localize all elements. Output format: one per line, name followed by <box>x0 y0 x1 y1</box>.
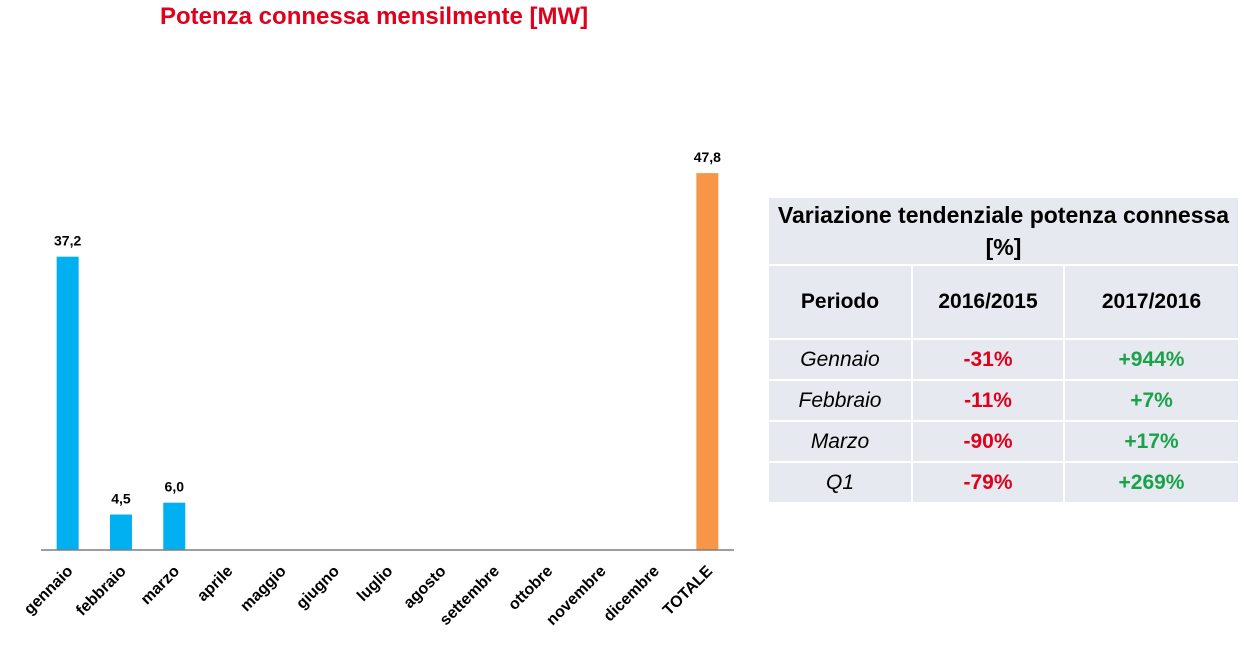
x-tick-agosto: agosto <box>401 563 450 612</box>
period-cell: Gennaio <box>767 338 913 381</box>
x-tick-gennaio: gennaio <box>21 563 77 619</box>
table-row: Marzo -90% +17% <box>767 420 1240 463</box>
bar-marzo <box>163 502 186 550</box>
bar-febbraio <box>109 514 132 550</box>
table-row: Q1 -79% +269% <box>767 461 1240 504</box>
period-cell: Febbraio <box>767 379 913 422</box>
chart-title: Potenza connessa mensilmente [MW] <box>160 3 589 30</box>
table-row: Febbraio -11% +7% <box>767 379 1240 422</box>
header-periodo: Periodo <box>767 264 913 340</box>
table-title: Variazione tendenziale potenza connessa … <box>767 196 1240 266</box>
x-tick-febbraio: febbraio <box>73 563 130 620</box>
table-row: Gennaio -31% +944% <box>767 338 1240 381</box>
value-2017-cell: +17% <box>1063 420 1240 463</box>
data-label-febbraio: 4,5 <box>111 491 131 507</box>
data-label-marzo: 6,0 <box>165 479 185 495</box>
x-tick-aprile: aprile <box>194 563 236 605</box>
header-2016-2015: 2016/2015 <box>911 264 1065 340</box>
x-tick-dicembre: dicembre <box>601 563 663 625</box>
x-tick-marzo: marzo <box>138 563 184 609</box>
variation-table: Variazione tendenziale potenza connessa … <box>767 196 1240 504</box>
value-2016-cell: -11% <box>911 379 1065 422</box>
value-2016-cell: -79% <box>911 461 1065 504</box>
period-cell: Q1 <box>767 461 913 504</box>
value-2016-cell: -31% <box>911 338 1065 381</box>
header-2017-2016: 2017/2016 <box>1063 264 1240 340</box>
value-2017-cell: +944% <box>1063 338 1240 381</box>
x-tick-totale: TOTALE <box>660 563 716 619</box>
x-tick-giugno: giugno <box>293 563 343 613</box>
x-tick-luglio: luglio <box>354 563 396 605</box>
value-2017-cell: +7% <box>1063 379 1240 422</box>
value-2017-cell: +269% <box>1063 461 1240 504</box>
x-tick-ottobre: ottobre <box>505 563 556 614</box>
data-label-gennaio: 37,2 <box>54 233 81 249</box>
bar-totale <box>696 173 719 550</box>
period-cell: Marzo <box>767 420 913 463</box>
value-2016-cell: -90% <box>911 420 1065 463</box>
table-header-row: Periodo 2016/2015 2017/2016 <box>767 264 1240 340</box>
x-tick-maggio: maggio <box>237 563 289 615</box>
bar-gennaio <box>56 256 79 550</box>
table-title-row: Variazione tendenziale potenza connessa … <box>767 196 1240 266</box>
data-label-totale: 47,8 <box>694 149 721 165</box>
